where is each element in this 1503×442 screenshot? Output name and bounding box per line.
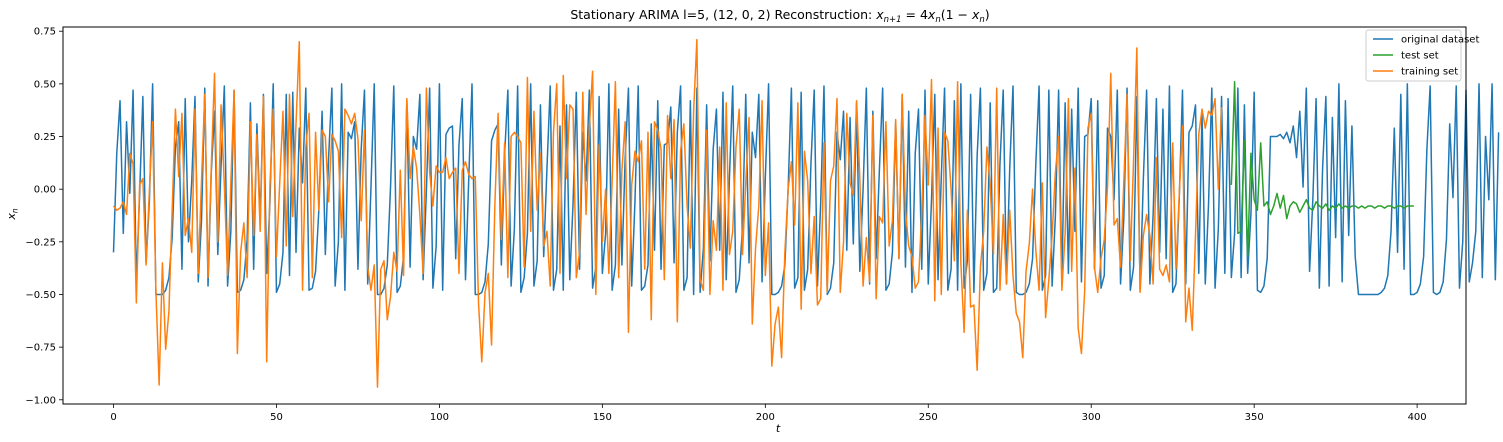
x-tick-label: 150 <box>593 412 612 423</box>
axes-frame <box>62 26 1467 405</box>
series-line-test-set <box>1230 81 1414 258</box>
legend: original dataset test set training set <box>1365 29 1479 82</box>
series-line-original-dataset <box>112 83 1500 296</box>
y-tick-label: 0.25 <box>34 132 56 143</box>
x-axis: 0 50 100 150 200 250 300 350 400 <box>110 404 1427 423</box>
series-line-training-set <box>112 38 1223 388</box>
y-tick-label: −0.75 <box>25 343 56 354</box>
y-axis: −1.00 −0.75 −0.50 −0.25 0.00 0.25 0.50 0.75 <box>25 27 63 406</box>
legend-label-test: test set <box>1401 51 1439 62</box>
x-tick-label: 200 <box>756 412 775 423</box>
x-tick-label: 50 <box>270 412 283 423</box>
legend-label-training: training set <box>1401 67 1458 78</box>
x-tick-label: 0 <box>110 412 116 423</box>
y-tick-label: −0.50 <box>25 290 56 301</box>
x-tick-label: 350 <box>1245 412 1264 423</box>
y-tick-label: 0.50 <box>34 79 56 90</box>
chart-title: Stationary ARIMA l=5, (12, 0, 2) Reconst… <box>570 7 989 25</box>
y-tick-label: 0.00 <box>34 185 56 196</box>
x-tick-label: 400 <box>1408 412 1427 423</box>
y-axis-label: xn <box>5 208 20 221</box>
x-tick-label: 100 <box>430 412 449 423</box>
y-tick-label: 0.75 <box>34 27 56 38</box>
y-tick-label: −1.00 <box>25 395 56 406</box>
legend-label-original: original dataset <box>1401 35 1479 46</box>
x-axis-label: t <box>776 422 781 435</box>
y-tick-label: −0.25 <box>25 237 56 248</box>
legend-box <box>1365 29 1462 82</box>
x-tick-label: 300 <box>1082 412 1101 423</box>
x-tick-label: 250 <box>919 412 938 423</box>
series-layer <box>112 38 1500 388</box>
